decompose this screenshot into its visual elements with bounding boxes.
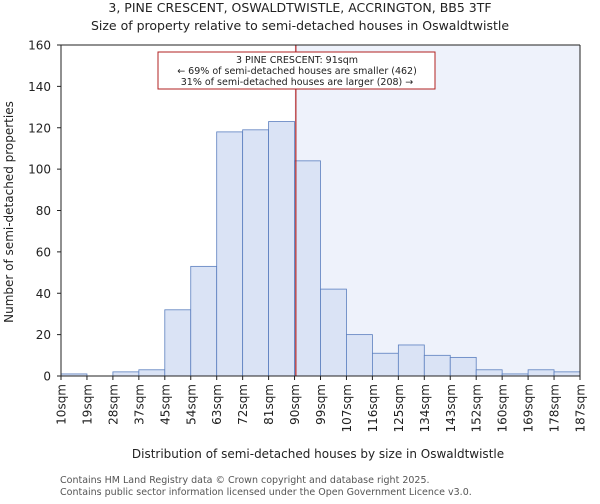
x-tick-label-81sqm: 81sqm	[262, 384, 276, 425]
x-tick-label-72sqm: 72sqm	[236, 384, 250, 425]
footer-line-2: Contains public sector information licen…	[60, 487, 472, 498]
x-tick-label-178sqm: 178sqm	[548, 384, 562, 432]
bar-45sqm	[164, 309, 192, 377]
x-tick-label-134sqm: 134sqm	[418, 384, 432, 432]
bar-116sqm	[371, 352, 399, 377]
bar-37sqm	[138, 369, 166, 377]
y-tick-label: 40	[36, 287, 51, 301]
x-tick-label-107sqm: 107sqm	[340, 384, 354, 432]
x-tick-label-187sqm: 187sqm	[574, 384, 588, 432]
y-axis: 0 20 40 60 80 100 120 140 160	[28, 39, 61, 384]
chart-title: 3, PINE CRESCENT, OSWALDTWISTLE, ACCRING…	[108, 0, 491, 15]
x-tick-label-63sqm: 63sqm	[210, 384, 224, 425]
bar-28sqm	[112, 371, 140, 377]
bar-99sqm	[320, 288, 347, 377]
y-tick-label: 160	[28, 39, 51, 53]
annotation-line-3: 31% of semi-detached houses are larger (…	[181, 77, 414, 88]
bars-layer	[60, 121, 581, 377]
y-tick-label: 0	[43, 370, 51, 384]
y-tick-label: 80	[36, 204, 51, 218]
y-axis-label: Number of semi-detached properties	[2, 101, 16, 323]
x-tick-label-90sqm: 90sqm	[288, 384, 302, 425]
x-tick-label-19sqm: 19sqm	[80, 384, 94, 425]
x-tick-label-169sqm: 169sqm	[522, 384, 536, 432]
x-tick-label-116sqm: 116sqm	[366, 384, 380, 432]
x-tick-label-152sqm: 152sqm	[470, 384, 484, 432]
x-tick-label-45sqm: 45sqm	[158, 384, 172, 425]
x-tick-label-125sqm: 125sqm	[392, 384, 406, 432]
x-axis-label: Distribution of semi-detached houses by …	[132, 447, 504, 461]
bar-143sqm	[449, 356, 477, 377]
bar-81sqm	[268, 121, 295, 377]
x-axis: 10sqm 19sqm 28sqm 37sqm 45sqm 54sqm 63sqm 72sqm…	[55, 376, 588, 432]
bar-169sqm	[527, 369, 555, 377]
footer-line-1: Contains HM Land Registry data © Crown c…	[60, 475, 430, 486]
x-tick-label-160sqm: 160sqm	[496, 384, 510, 432]
bar-63sqm	[216, 131, 244, 377]
annotation-line-2: ← 69% of semi-detached houses are smalle…	[177, 66, 417, 77]
bar-107sqm	[346, 334, 373, 377]
x-tick-label-37sqm: 37sqm	[132, 384, 146, 425]
x-tick-label-99sqm: 99sqm	[314, 384, 328, 425]
bar-125sqm	[397, 344, 425, 377]
chart-subtitle: Size of property relative to semi-detach…	[91, 18, 509, 33]
annotation-box: 3 PINE CRESCENT: 91sqm ← 69% of semi-det…	[157, 51, 436, 90]
x-tick-label-143sqm: 143sqm	[444, 384, 458, 432]
x-tick-label-54sqm: 54sqm	[184, 384, 198, 425]
y-tick-label: 20	[36, 328, 51, 342]
y-tick-label: 140	[28, 80, 51, 94]
bar-134sqm	[423, 354, 451, 377]
bar-178sqm	[553, 371, 581, 377]
x-tick-label-28sqm: 28sqm	[106, 384, 120, 425]
y-tick-label: 100	[28, 163, 51, 177]
y-tick-label: 120	[28, 121, 51, 135]
x-tick-label-10sqm: 10sqm	[55, 384, 69, 425]
bar-90sqm	[294, 160, 321, 377]
annotation-line-1: 3 PINE CRESCENT: 91sqm	[236, 55, 358, 66]
y-tick-label: 60	[36, 245, 51, 259]
bar-54sqm	[190, 265, 218, 377]
annotation-box-frame	[157, 51, 436, 90]
bar-152sqm	[475, 369, 503, 377]
bar-72sqm	[242, 129, 269, 377]
